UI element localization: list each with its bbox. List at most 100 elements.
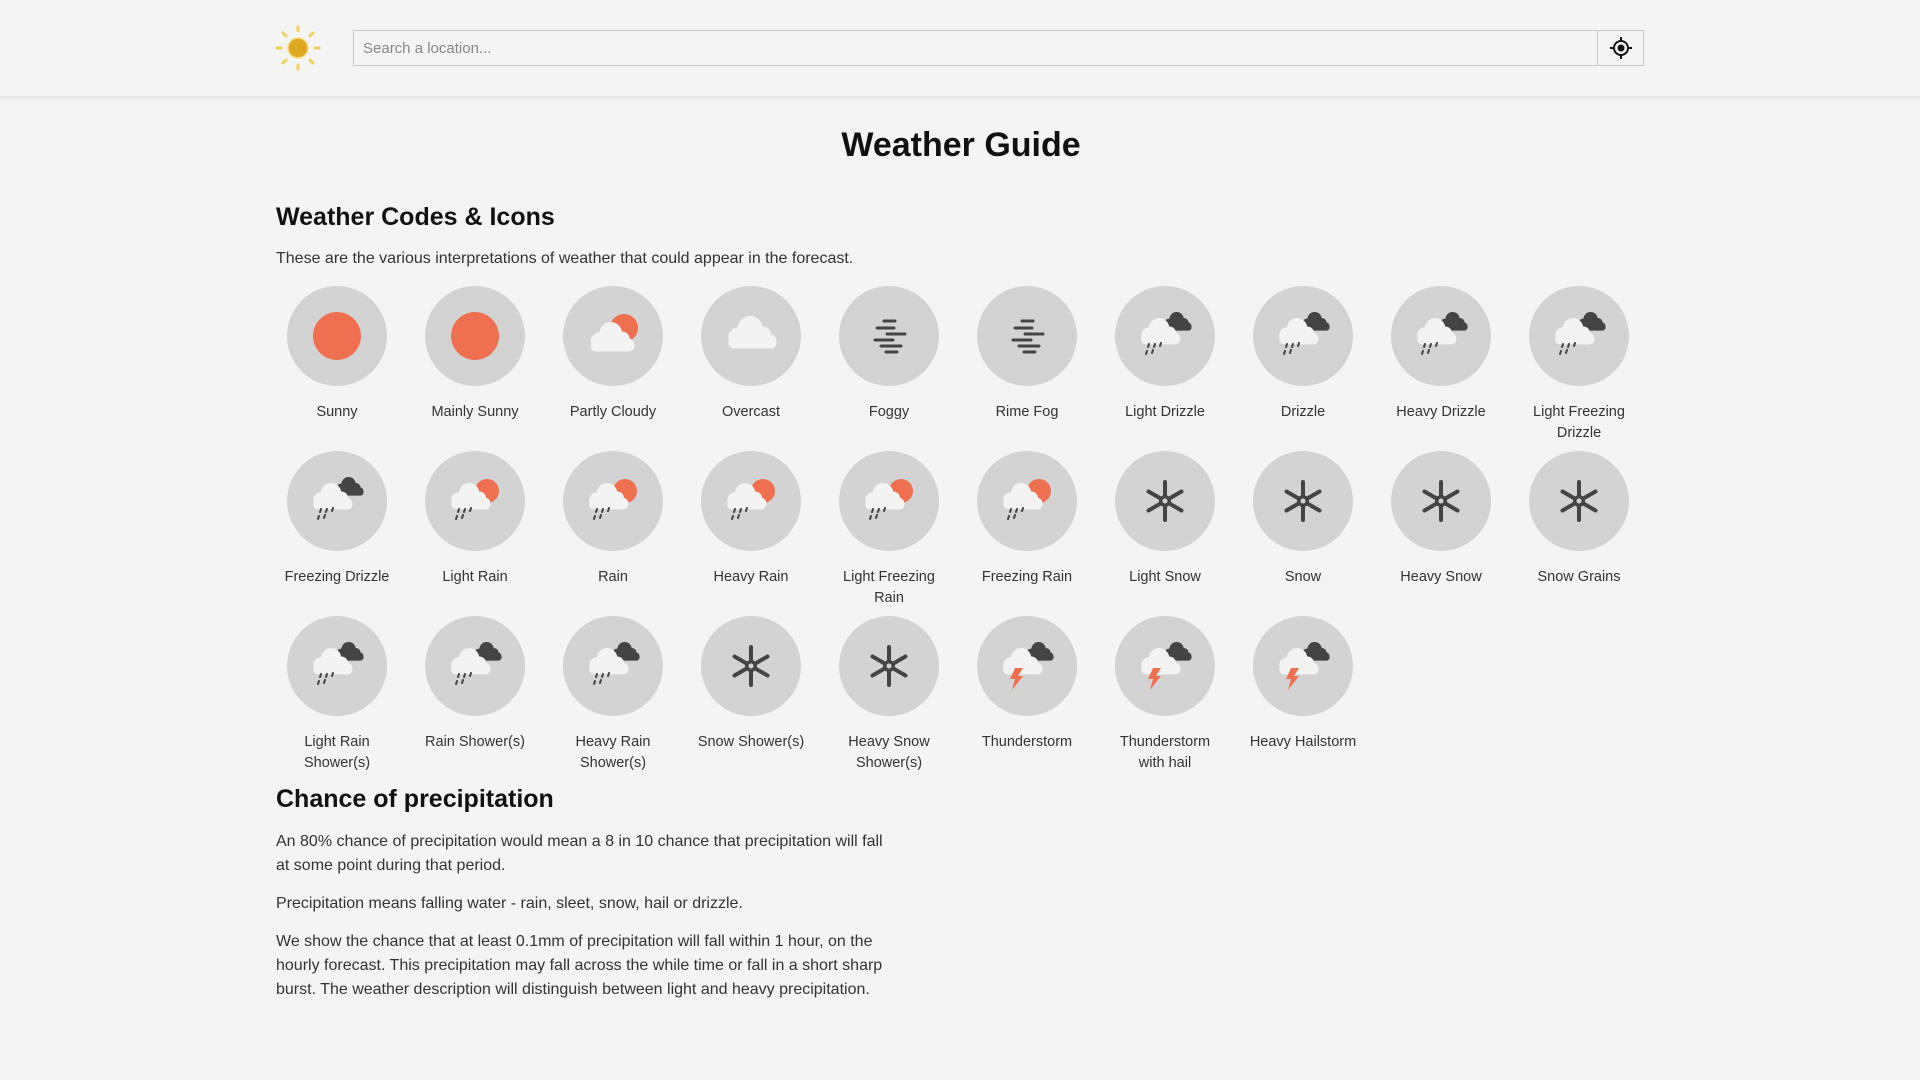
weather-code-item: Partly Cloudy xyxy=(544,286,682,447)
weather-icon-circle xyxy=(1115,616,1215,716)
weather-icon-circle xyxy=(563,616,663,716)
weather-code-item: Thunderstorm with hail xyxy=(1096,616,1234,777)
weather-code-label: Heavy Rain xyxy=(713,569,789,585)
drizzle-icon xyxy=(1279,312,1330,355)
weather-icon-circle xyxy=(1529,286,1629,386)
weather-code-item: Heavy Snow xyxy=(1372,451,1510,612)
weather-icon-circle xyxy=(287,451,387,551)
weather-code-item: Rain xyxy=(544,451,682,612)
weather-code-item: Heavy Drizzle xyxy=(1372,286,1510,447)
weather-icon-circle xyxy=(425,616,525,716)
drizzle-icon xyxy=(313,477,364,520)
drizzle-icon xyxy=(451,642,502,685)
partly-icon xyxy=(590,314,638,352)
weather-icon-circle xyxy=(701,286,801,386)
weather-code-item: Freezing Rain xyxy=(958,451,1096,612)
weather-icon-circle xyxy=(425,451,525,551)
weather-code-label: Mainly Sunny xyxy=(431,404,519,420)
weather-code-label: Rime Fog xyxy=(995,404,1059,420)
weather-icon-circle xyxy=(1391,286,1491,386)
sun-icon xyxy=(451,312,499,360)
weather-code-label: Light Drizzle xyxy=(1125,404,1205,420)
weather-code-item: Drizzle xyxy=(1234,286,1372,447)
overcast-icon xyxy=(728,316,777,349)
snow-icon xyxy=(870,645,908,687)
weather-icon-circle xyxy=(1253,451,1353,551)
thunder-icon xyxy=(1141,642,1192,690)
weather-icon-circle xyxy=(1115,286,1215,386)
weather-icon-circle xyxy=(563,286,663,386)
main-content: Weather Guide Weather Codes & Icons Thes… xyxy=(276,96,1646,1002)
sun-logo-icon[interactable] xyxy=(274,24,322,72)
weather-icon-circle xyxy=(977,286,1077,386)
weather-code-item: Thunderstorm xyxy=(958,616,1096,777)
weather-code-label: Thunderstorm xyxy=(981,734,1073,750)
precip-heading: Chance of precipitation xyxy=(276,785,554,813)
rain-icon xyxy=(589,479,637,520)
weather-code-label: Light Rain xyxy=(442,569,508,585)
weather-code-item: Light Freezing Rain xyxy=(820,451,958,612)
weather-code-label: Sunny xyxy=(316,404,358,420)
weather-code-label: Light Freezing Rain xyxy=(843,569,935,606)
weather-icon-circle xyxy=(1115,451,1215,551)
weather-code-label: Light Freezing Drizzle xyxy=(1533,404,1625,441)
page-title: Weather Guide xyxy=(841,126,1081,164)
weather-code-label: Heavy Hailstorm xyxy=(1249,734,1357,750)
weather-code-label: Foggy xyxy=(868,404,910,420)
thunder-icon xyxy=(1003,642,1054,690)
precip-paragraph: Precipitation means falling water - rain… xyxy=(276,895,743,912)
locate-button[interactable] xyxy=(1597,31,1643,65)
weather-code-item: Light Freezing Drizzle xyxy=(1510,286,1648,447)
weather-code-label: Heavy Drizzle xyxy=(1396,404,1486,420)
weather-code-item: Light Rain xyxy=(406,451,544,612)
snow-icon xyxy=(732,645,770,687)
weather-code-item: Snow Shower(s) xyxy=(682,616,820,777)
top-bar xyxy=(0,0,1920,96)
weather-code-item: Rain Shower(s) xyxy=(406,616,544,777)
weather-code-label: Heavy Snow xyxy=(1400,569,1482,585)
weather-code-item: Snow xyxy=(1234,451,1372,612)
weather-code-label: Partly Cloudy xyxy=(569,404,657,420)
search-input[interactable] xyxy=(354,31,1597,65)
weather-code-item: Heavy Hailstorm xyxy=(1234,616,1372,777)
rain-icon xyxy=(451,479,499,520)
weather-code-label: Snow xyxy=(1284,569,1322,585)
fog-icon xyxy=(873,319,907,354)
weather-code-item: Mainly Sunny xyxy=(406,286,544,447)
weather-code-label: Rain xyxy=(598,569,628,585)
precip-paragraph: We show the chance that at least 0.1mm o… xyxy=(276,933,883,998)
weather-icon-circle xyxy=(287,616,387,716)
weather-code-item: Freezing Drizzle xyxy=(268,451,406,612)
weather-icon-circle xyxy=(1391,451,1491,551)
drizzle-icon xyxy=(589,642,640,685)
weather-icon-circle xyxy=(287,286,387,386)
weather-icon-circle xyxy=(977,616,1077,716)
weather-code-item: Sunny xyxy=(268,286,406,447)
weather-code-item: Light Drizzle xyxy=(1096,286,1234,447)
weather-code-label: Light Rain Shower(s) xyxy=(303,734,371,771)
rain-icon xyxy=(865,479,913,520)
weather-code-label: Rain Shower(s) xyxy=(425,734,525,750)
crosshair-icon xyxy=(1609,37,1632,59)
rain-icon xyxy=(727,479,775,520)
snow-icon xyxy=(1422,480,1460,522)
weather-icon-circle xyxy=(839,286,939,386)
codes-intro: These are the various interpretations of… xyxy=(276,250,854,267)
weather-icon-circle xyxy=(563,451,663,551)
weather-code-item: Heavy Rain xyxy=(682,451,820,612)
search-bar xyxy=(353,30,1644,66)
drizzle-icon xyxy=(313,642,364,685)
drizzle-icon xyxy=(1141,312,1192,355)
weather-code-label: Heavy Snow Shower(s) xyxy=(848,734,930,771)
weather-code-label: Freezing Rain xyxy=(981,569,1073,585)
drizzle-icon xyxy=(1417,312,1468,355)
weather-code-item: Foggy xyxy=(820,286,958,447)
weather-icon-circle xyxy=(977,451,1077,551)
weather-code-grid: Sunny Mainly Sunny Partly Cloudy Overcast Fo… xyxy=(268,286,1646,777)
weather-icon-circle xyxy=(701,616,801,716)
weather-code-label: Thunderstorm with hail xyxy=(1119,734,1211,771)
weather-code-item: Heavy Snow Shower(s) xyxy=(820,616,958,777)
rain-icon xyxy=(1003,479,1051,520)
weather-code-item: Snow Grains xyxy=(1510,451,1648,612)
weather-code-label: Drizzle xyxy=(1280,404,1326,420)
